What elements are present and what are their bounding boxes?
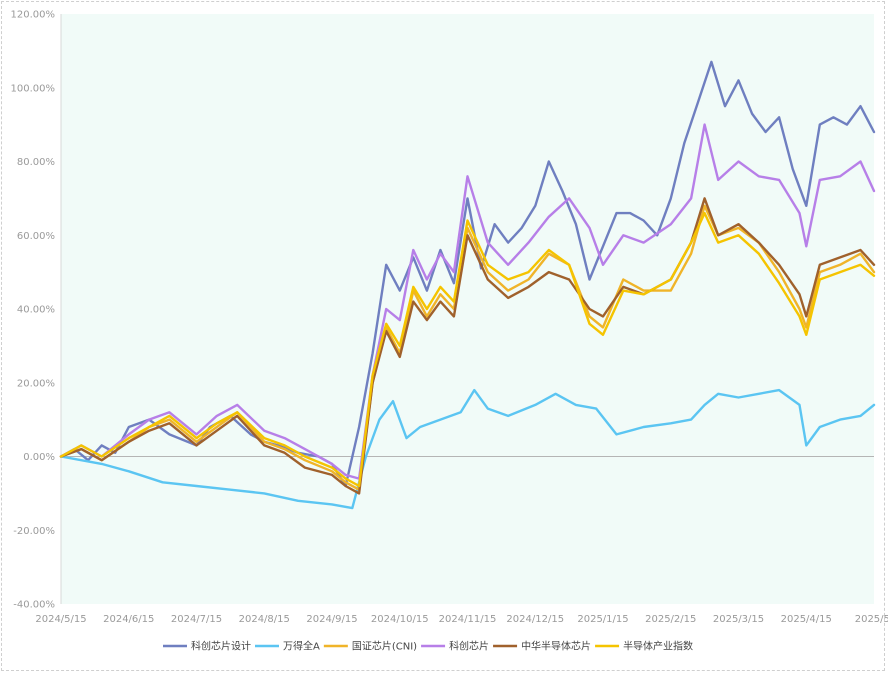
x-axis-ticks: 2024/5/15 2024/6/15 2024/7/15 2024/8/15 2024… bbox=[35, 614, 888, 625]
x-tick-label: 2025/4/15 bbox=[781, 614, 832, 625]
y-tick-label: 40.00% bbox=[17, 305, 55, 316]
plot-area bbox=[61, 14, 874, 604]
y-tick-label: -40.00% bbox=[13, 600, 55, 611]
x-tick-label: 2025/3/15 bbox=[713, 614, 764, 625]
legend-item[interactable]: 国证芯片(CNI) bbox=[323, 640, 417, 653]
legend-label: 半导体产业指数 bbox=[623, 640, 693, 653]
legend-label: 科创芯片 bbox=[449, 640, 489, 653]
x-tick-label: 2024/11/15 bbox=[439, 614, 497, 625]
legend-label: 万得全A bbox=[283, 640, 320, 653]
y-tick-label: 0.00% bbox=[23, 452, 55, 463]
legend-item[interactable]: 万得全A bbox=[255, 640, 320, 653]
y-tick-label: 20.00% bbox=[17, 378, 55, 389]
legend-item[interactable]: 半导体产业指数 bbox=[595, 640, 693, 653]
x-tick-label: 2024/12/15 bbox=[506, 614, 564, 625]
legend-item[interactable]: 科创芯片 bbox=[421, 640, 489, 653]
series-line bbox=[59, 211, 876, 488]
y-tick-label: 120.00% bbox=[11, 10, 56, 21]
y-tick-label: -20.00% bbox=[13, 526, 55, 537]
y-tick-label: 80.00% bbox=[17, 157, 55, 168]
x-tick-label: 2025/2/15 bbox=[645, 614, 696, 625]
x-tick-label: 2024/9/15 bbox=[306, 614, 357, 625]
y-axis-ticks: -40.00% -20.00% 0.00% 20.00% 40.00% 60.00% 80.… bbox=[11, 10, 56, 611]
x-tick-label: 2024/6/15 bbox=[103, 614, 154, 625]
legend-label: 科创芯片设计 bbox=[191, 640, 251, 653]
x-tick-label: 2025/1/15 bbox=[577, 614, 628, 625]
y-tick-label: 100.00% bbox=[11, 83, 56, 94]
series-line bbox=[59, 197, 876, 495]
x-tick-label: 2025/5/ bbox=[855, 614, 888, 625]
series-lines bbox=[59, 60, 876, 510]
legend-item[interactable]: 科创芯片设计 bbox=[163, 640, 251, 653]
series-line bbox=[59, 123, 876, 480]
y-tick-label: 60.00% bbox=[17, 231, 55, 242]
x-tick-label: 2024/8/15 bbox=[239, 614, 290, 625]
x-tick-label: 2024/5/15 bbox=[35, 614, 86, 625]
series-line bbox=[59, 388, 876, 510]
legend: 科创芯片设计 万得全A 国证芯片(CNI) 科创芯片 中华半导体芯片 半导体产业指数 bbox=[163, 640, 693, 653]
legend-item[interactable]: 中华半导体芯片 bbox=[493, 640, 591, 653]
x-tick-label: 2024/7/15 bbox=[171, 614, 222, 625]
legend-label: 中华半导体芯片 bbox=[521, 640, 591, 653]
legend-label: 国证芯片(CNI) bbox=[352, 640, 417, 653]
x-tick-label: 2024/10/15 bbox=[371, 614, 429, 625]
